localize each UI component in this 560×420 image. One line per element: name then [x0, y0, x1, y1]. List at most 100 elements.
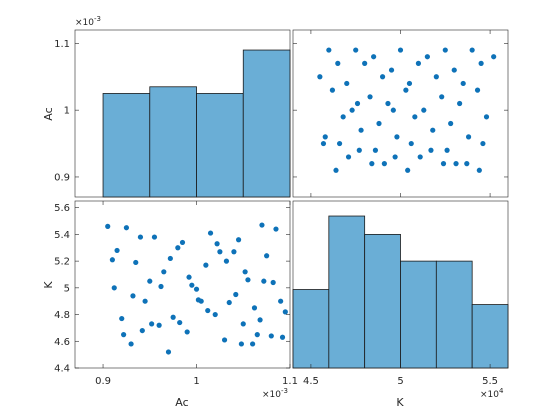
scatter-point	[379, 74, 386, 80]
scatter-point	[424, 54, 430, 60]
scatter-point	[464, 161, 470, 167]
scatter-point	[444, 147, 450, 153]
scatter-point	[394, 134, 400, 140]
hist-ac-bar	[149, 86, 197, 198]
ytick-label: 5.6	[54, 203, 70, 214]
scatter-point	[217, 249, 223, 255]
scatter-point	[167, 255, 173, 262]
ytick-label: 4.6	[54, 337, 70, 348]
hist-k-bar	[471, 304, 509, 369]
scatter-point	[376, 120, 382, 127]
scatter-point	[480, 140, 486, 147]
scatter-point	[189, 282, 195, 288]
scatter-point	[170, 314, 176, 320]
ytick-label: 4.4	[54, 364, 70, 375]
scatter-point	[362, 60, 368, 66]
scatter-point	[372, 147, 379, 153]
scatter-point	[242, 269, 248, 275]
scatter-point	[128, 341, 134, 347]
scatter-point	[221, 337, 228, 343]
ytick-label: 1	[64, 106, 70, 117]
scatter-point	[142, 298, 148, 304]
ylabel-ac: Ac	[42, 107, 55, 120]
scatter-point	[371, 54, 377, 60]
ytick-label: 5.4	[54, 230, 70, 241]
scatter-point	[259, 222, 265, 228]
scatter-point	[149, 321, 155, 327]
scatter-point	[440, 161, 447, 167]
scatter-point	[226, 299, 232, 306]
scatter-point	[412, 114, 418, 120]
scatter-point	[439, 94, 445, 100]
scatter-point	[257, 317, 263, 323]
hist-k-bar	[292, 289, 330, 369]
scatter-point	[235, 237, 242, 243]
scatter-point	[381, 161, 387, 167]
scatter-point	[165, 349, 172, 355]
scatter-point	[415, 60, 422, 66]
scatter-top-right-points	[317, 47, 497, 173]
xtick-label: 4.5	[303, 376, 319, 387]
scatter-point	[367, 94, 373, 100]
scatter-point	[474, 87, 481, 93]
scatter-point	[385, 100, 391, 107]
scatter-point	[212, 311, 218, 318]
panel-scatter-k-vs-ac	[292, 29, 509, 198]
scatter-point	[238, 341, 244, 347]
scatter-point	[336, 140, 343, 147]
scatter-point	[231, 249, 237, 255]
scatter-point	[469, 47, 475, 53]
scatter-point	[457, 100, 463, 107]
scatter-point	[273, 226, 279, 232]
scatter-point	[268, 333, 274, 339]
scatter-point	[193, 286, 200, 292]
scatter-point	[317, 74, 323, 80]
scatter-point	[158, 283, 164, 290]
ytick-label: 5	[64, 283, 70, 294]
hist-ac-bar	[102, 93, 151, 198]
scatter-point	[405, 167, 411, 173]
scatter-point	[335, 60, 341, 66]
scatter-point	[109, 257, 115, 263]
scatter-point	[233, 291, 239, 298]
scatter-point	[250, 341, 256, 347]
scatter-point	[320, 140, 327, 147]
scatter-point	[156, 322, 162, 328]
scatter-point	[139, 327, 145, 334]
scatter-point	[184, 329, 190, 335]
scatter-point	[264, 253, 270, 259]
scatter-point	[465, 134, 472, 140]
scatter-point	[397, 47, 404, 53]
scatter-point	[195, 297, 201, 303]
scatter-point	[121, 332, 127, 338]
exponent-bottom-left: ×10-3	[262, 387, 288, 400]
scatter-point	[476, 167, 482, 173]
scatter-point	[354, 100, 361, 107]
ytick-label: 0.9	[54, 172, 70, 183]
scatter-point	[175, 245, 181, 251]
scatter-point	[433, 74, 439, 80]
hist-k-bar	[328, 215, 366, 369]
scatter-point	[353, 47, 359, 53]
xlabel-k: K	[396, 396, 404, 409]
hist-k-bar	[400, 260, 437, 369]
scatter-point	[344, 80, 350, 87]
scatter-point	[392, 154, 398, 160]
scatter-point	[223, 258, 230, 264]
scatter-point	[161, 269, 167, 275]
scatter-point	[483, 114, 490, 120]
scatter-point	[111, 285, 117, 291]
xlabel-ac: Ac	[175, 396, 188, 409]
scatter-point	[270, 279, 276, 286]
scatter-point	[179, 239, 186, 246]
scatter-bottom-left-points	[105, 222, 288, 355]
xtick-label: 5.5	[482, 376, 498, 387]
tick-labels: 0.9 1 1.1 4.4 4.6 4.8 5 5.2 5.4 5.6 0.9 1 1.1 4.5 5 5.5	[54, 39, 498, 387]
scatter-point	[403, 87, 409, 93]
scatter-point	[279, 334, 286, 340]
scatter-point	[205, 307, 211, 314]
scatter-point	[251, 305, 258, 311]
scatter-point	[123, 225, 130, 231]
scatter-point	[417, 154, 423, 160]
scatter-point	[177, 319, 183, 326]
